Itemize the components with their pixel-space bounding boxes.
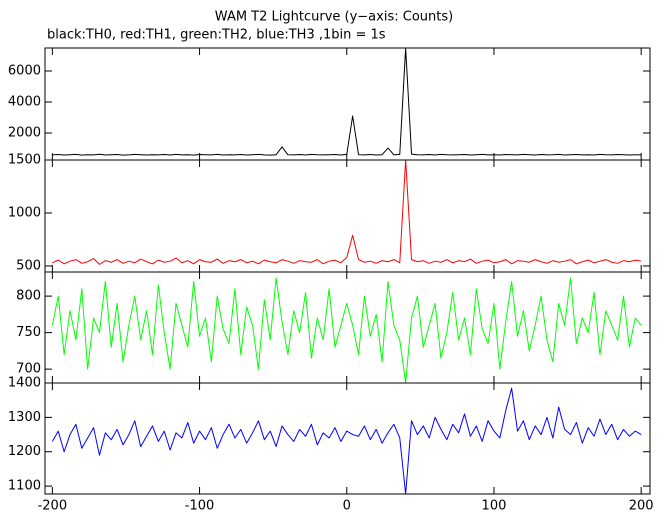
y-tick-label: 1200 [8, 444, 41, 459]
y-tick-label: 1400 [8, 376, 41, 391]
y-tick-label: 1000 [8, 205, 41, 220]
y-tick-label: 4000 [8, 95, 41, 110]
y-tick-label: 1300 [8, 410, 41, 425]
x-tick-label: -200 [38, 499, 68, 514]
x-tick-label: -100 [185, 499, 215, 514]
y-tick-label: 750 [16, 325, 41, 340]
y-tick-label: 500 [16, 258, 41, 273]
lightcurve [52, 160, 642, 265]
y-tick-label: 1100 [8, 479, 41, 494]
x-tick-label: 100 [482, 499, 507, 514]
x-tick-label: 200 [629, 499, 654, 514]
y-tick-label: 800 [16, 289, 41, 304]
chart-subtitle: black:TH0, red:TH1, green:TH2, blue:TH3 … [47, 28, 386, 43]
y-tick-label: 2000 [8, 125, 41, 140]
panel-frame [44, 382, 651, 495]
y-tick-label: 1500 [8, 153, 41, 168]
lightcurve [51, 277, 642, 383]
panel-frame [44, 271, 651, 384]
chart-title: WAM T2 Lightcurve (y−axis: Counts) [215, 10, 453, 25]
x-tick-label: 0 [343, 499, 351, 514]
lightcurve [52, 48, 642, 156]
y-tick-label: 6000 [8, 64, 41, 79]
lightcurve [51, 387, 642, 494]
y-tick-label: 700 [16, 362, 41, 377]
panel-frame [44, 47, 651, 161]
